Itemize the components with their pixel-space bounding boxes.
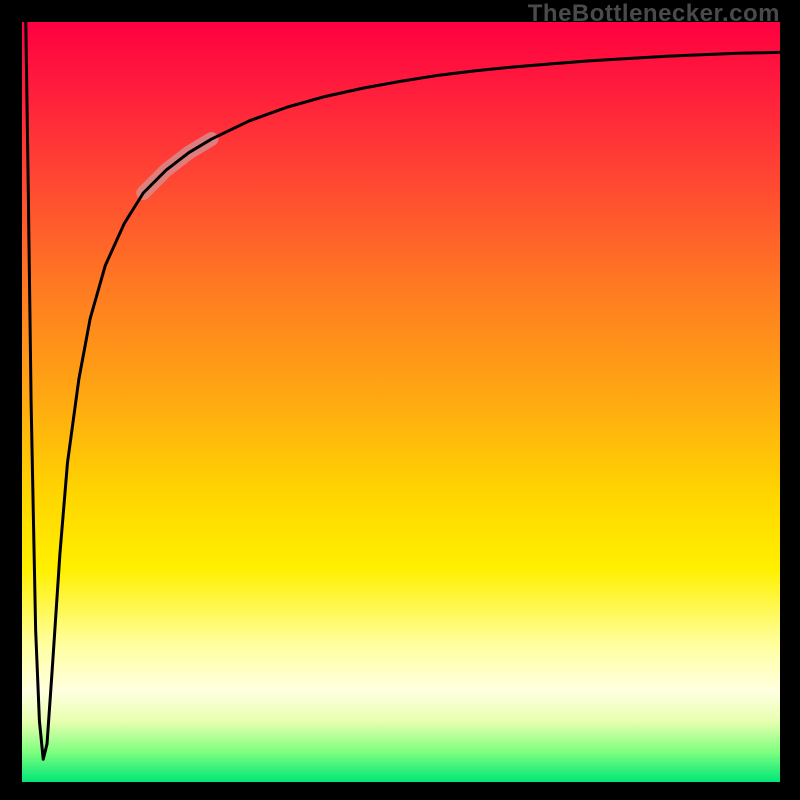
plot-area bbox=[22, 22, 780, 782]
main-curve bbox=[26, 22, 780, 759]
watermark-text: TheBottlenecker.com bbox=[528, 0, 780, 28]
chart-container: TheBottlenecker.com bbox=[0, 0, 800, 800]
curve-layer bbox=[22, 22, 780, 782]
highlight-segment bbox=[143, 139, 211, 193]
